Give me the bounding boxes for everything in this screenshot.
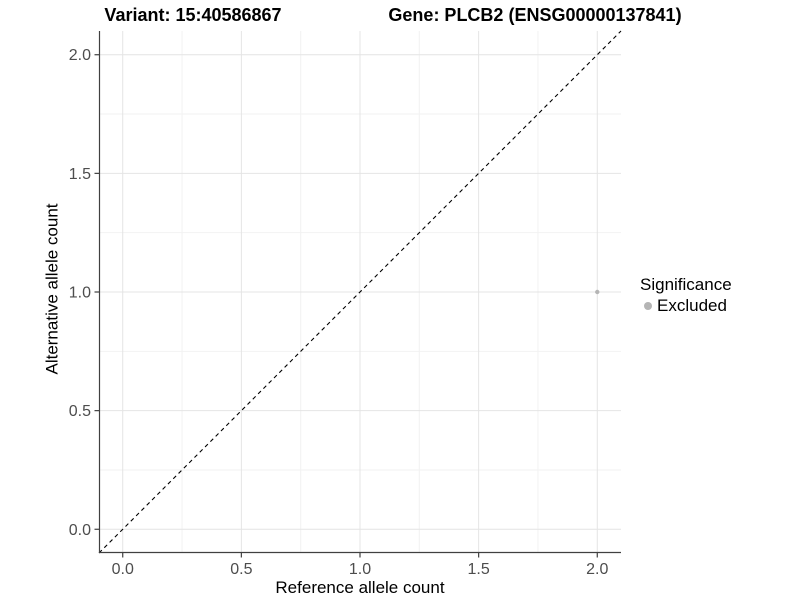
x-tick-label: 0.0 <box>112 561 134 578</box>
x-tick-label: 0.5 <box>230 561 252 578</box>
x-tick-label: 2.0 <box>586 561 608 578</box>
legend-point-icon <box>644 301 652 310</box>
x-tick-label: 1.5 <box>468 561 490 578</box>
legend: Significance Excluded <box>640 276 732 314</box>
plot-panel: 0.0 0.5 1.0 1.5 2.0 0.0 0.5 1.0 1.5 2.0 <box>69 30 622 578</box>
plot-title-gene: Gene: PLCB2 (ENSG00000137841) <box>388 5 682 25</box>
y-tick-label: 2.0 <box>69 47 91 64</box>
x-axis-title: Reference allele count <box>275 578 445 597</box>
legend-item-label: Excluded <box>657 296 727 315</box>
x-tick-label: 1.0 <box>349 561 371 578</box>
legend-item-excluded: Excluded <box>640 297 732 314</box>
legend-title: Significance <box>640 275 732 294</box>
y-tick-label: 1.0 <box>69 285 91 302</box>
y-tick-label: 0.0 <box>69 522 91 539</box>
y-axis-title: Alternative allele count <box>42 203 62 375</box>
y-tick-label: 0.5 <box>69 403 91 420</box>
data-point-excluded <box>595 289 600 295</box>
plot-title-variant: Variant: 15:40586867 <box>104 5 282 25</box>
y-tick-label: 1.5 <box>69 166 91 183</box>
identity-line <box>98 30 622 554</box>
